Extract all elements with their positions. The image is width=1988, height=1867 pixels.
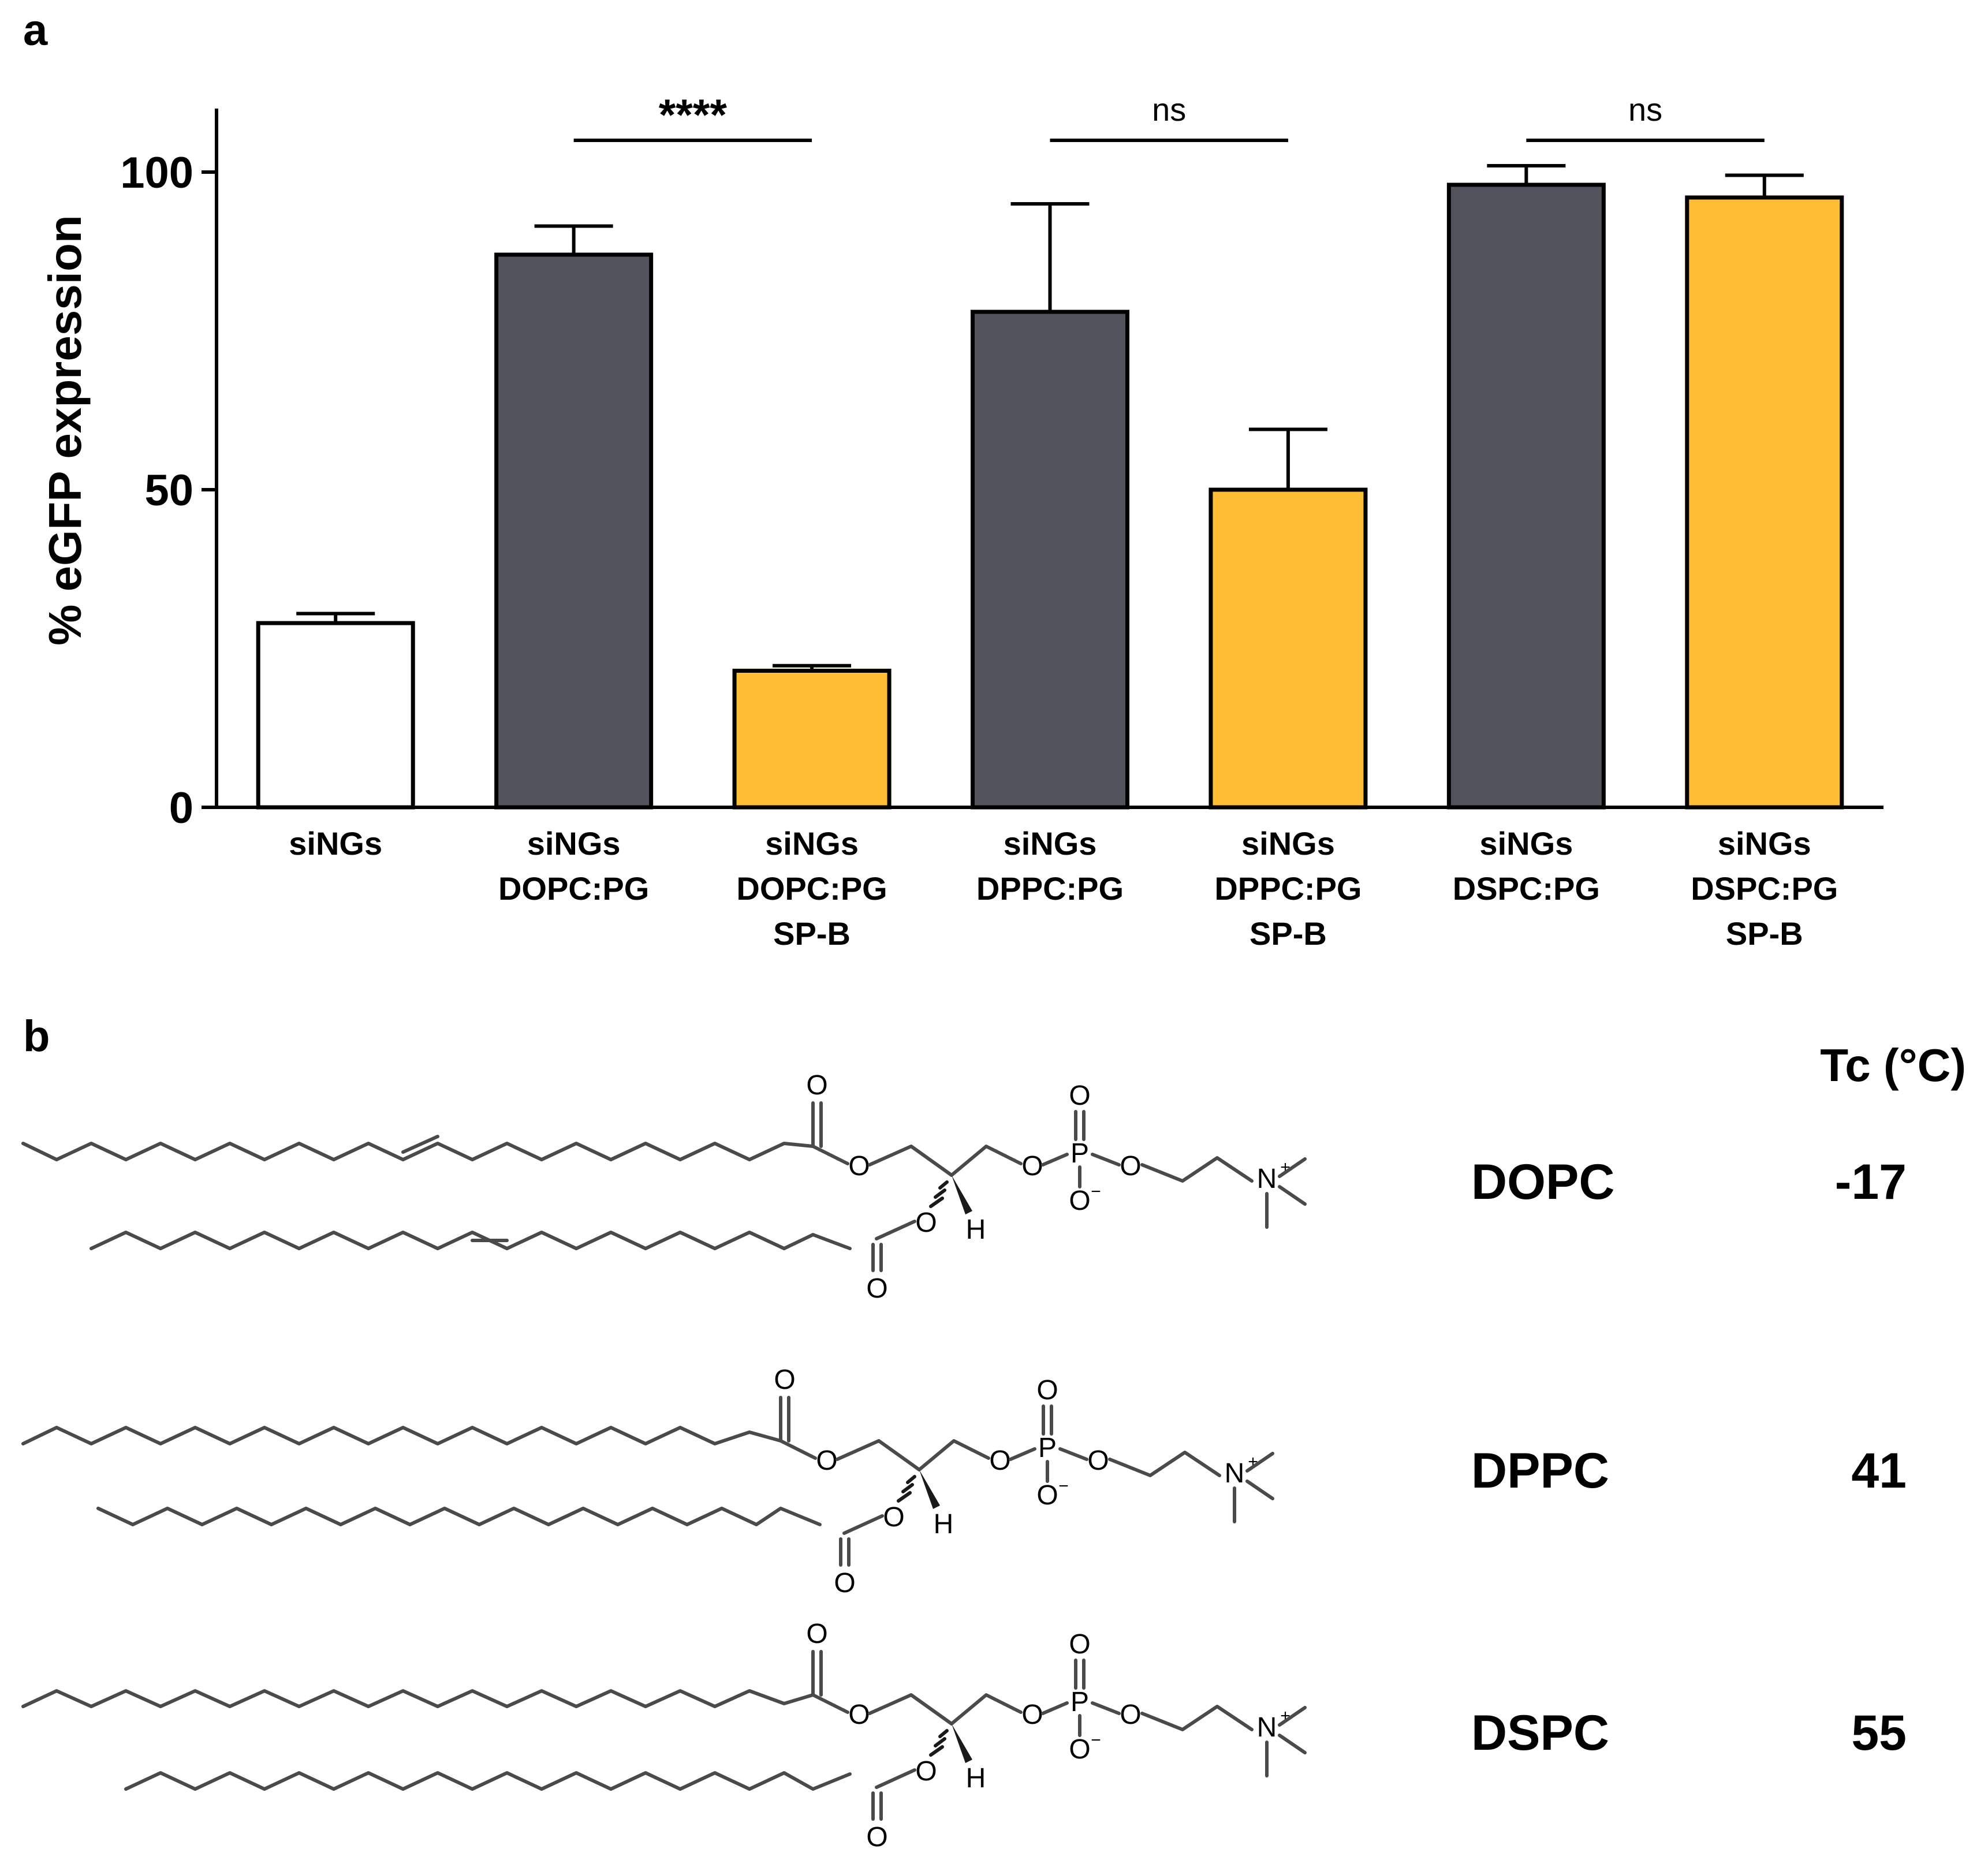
significance-label: ns: [1628, 91, 1662, 128]
panel-b-letter: b: [23, 1012, 50, 1061]
dppc-structure: [21, 1365, 1273, 1598]
x-category-label: siNGs DOPC:PG: [498, 825, 649, 907]
x-category-label-line: siNGs: [765, 825, 859, 862]
x-category-label-line: DOPC:PG: [498, 870, 649, 907]
panel-a-letter: a: [23, 6, 48, 55]
x-category-label: siNGs DOPC:PG SP-B: [736, 825, 887, 952]
y-tick-label: 100: [120, 148, 193, 197]
x-category-label-line: DSPC:PG: [1691, 870, 1838, 907]
y-axis-title: % eGFP expression: [39, 215, 91, 646]
x-category-label-line: DPPC:PG: [976, 870, 1124, 907]
x-category-label-line: siNGs: [1241, 825, 1335, 862]
x-category-label-line: DSPC:PG: [1453, 870, 1600, 907]
bar: [971, 310, 1129, 810]
x-category-label: siNGs DPPC:PG SP-B: [1214, 825, 1362, 952]
x-category-label-line: SP-B: [773, 915, 851, 952]
dopc-structure: [21, 1070, 1305, 1304]
bar: [732, 669, 892, 810]
y-tick-label: 50: [144, 466, 193, 515]
tc-header: Tc (°C): [1820, 1039, 1966, 1091]
x-category-label: siNGs DSPC:PG: [1453, 825, 1600, 907]
bars: [256, 182, 1844, 810]
y-axis-ticks: 0 50 100: [120, 148, 217, 833]
bar: [1446, 182, 1606, 810]
x-category-label-line: siNGs: [289, 825, 382, 862]
tc-value-dspc: 55: [1851, 1705, 1907, 1761]
x-category-label-line: siNGs: [1479, 825, 1573, 862]
x-category-label-line: siNGs: [527, 825, 621, 862]
dspc-structure: [21, 1619, 1305, 1853]
x-category-label-line: DPPC:PG: [1214, 870, 1362, 907]
bar: [1685, 195, 1844, 810]
x-axis-category-labels: siNGs siNGs DOPC:PG siNGs DOPC:PG SP-B siNGs DP…: [289, 825, 1838, 952]
x-category-label-line: siNGs: [1718, 825, 1811, 862]
lipid-name-dppc: DPPC: [1471, 1443, 1609, 1499]
tc-value-dopc: -17: [1835, 1154, 1907, 1210]
x-category-label-line: SP-B: [1726, 915, 1803, 952]
x-category-label-line: DOPC:PG: [736, 870, 887, 907]
tc-value-dppc: 41: [1851, 1443, 1907, 1499]
significance-label: ****: [659, 91, 728, 140]
lipid-name-dspc: DSPC: [1471, 1705, 1609, 1761]
significance-annotations: **** ns ns: [573, 91, 1765, 142]
bar: [256, 621, 415, 810]
lipid-name-dopc: DOPC: [1471, 1154, 1614, 1210]
bar: [494, 252, 654, 810]
bar: [1209, 487, 1368, 810]
x-category-label: siNGs DSPC:PG SP-B: [1691, 825, 1838, 952]
x-category-label: siNGs DPPC:PG: [976, 825, 1124, 907]
error-bars: [296, 164, 1804, 671]
significance-label: ns: [1152, 91, 1186, 128]
y-tick-label: 0: [169, 784, 193, 833]
x-category-label-line: siNGs: [1004, 825, 1097, 862]
x-category-label: siNGs: [289, 825, 382, 862]
x-category-label-line: SP-B: [1250, 915, 1327, 952]
